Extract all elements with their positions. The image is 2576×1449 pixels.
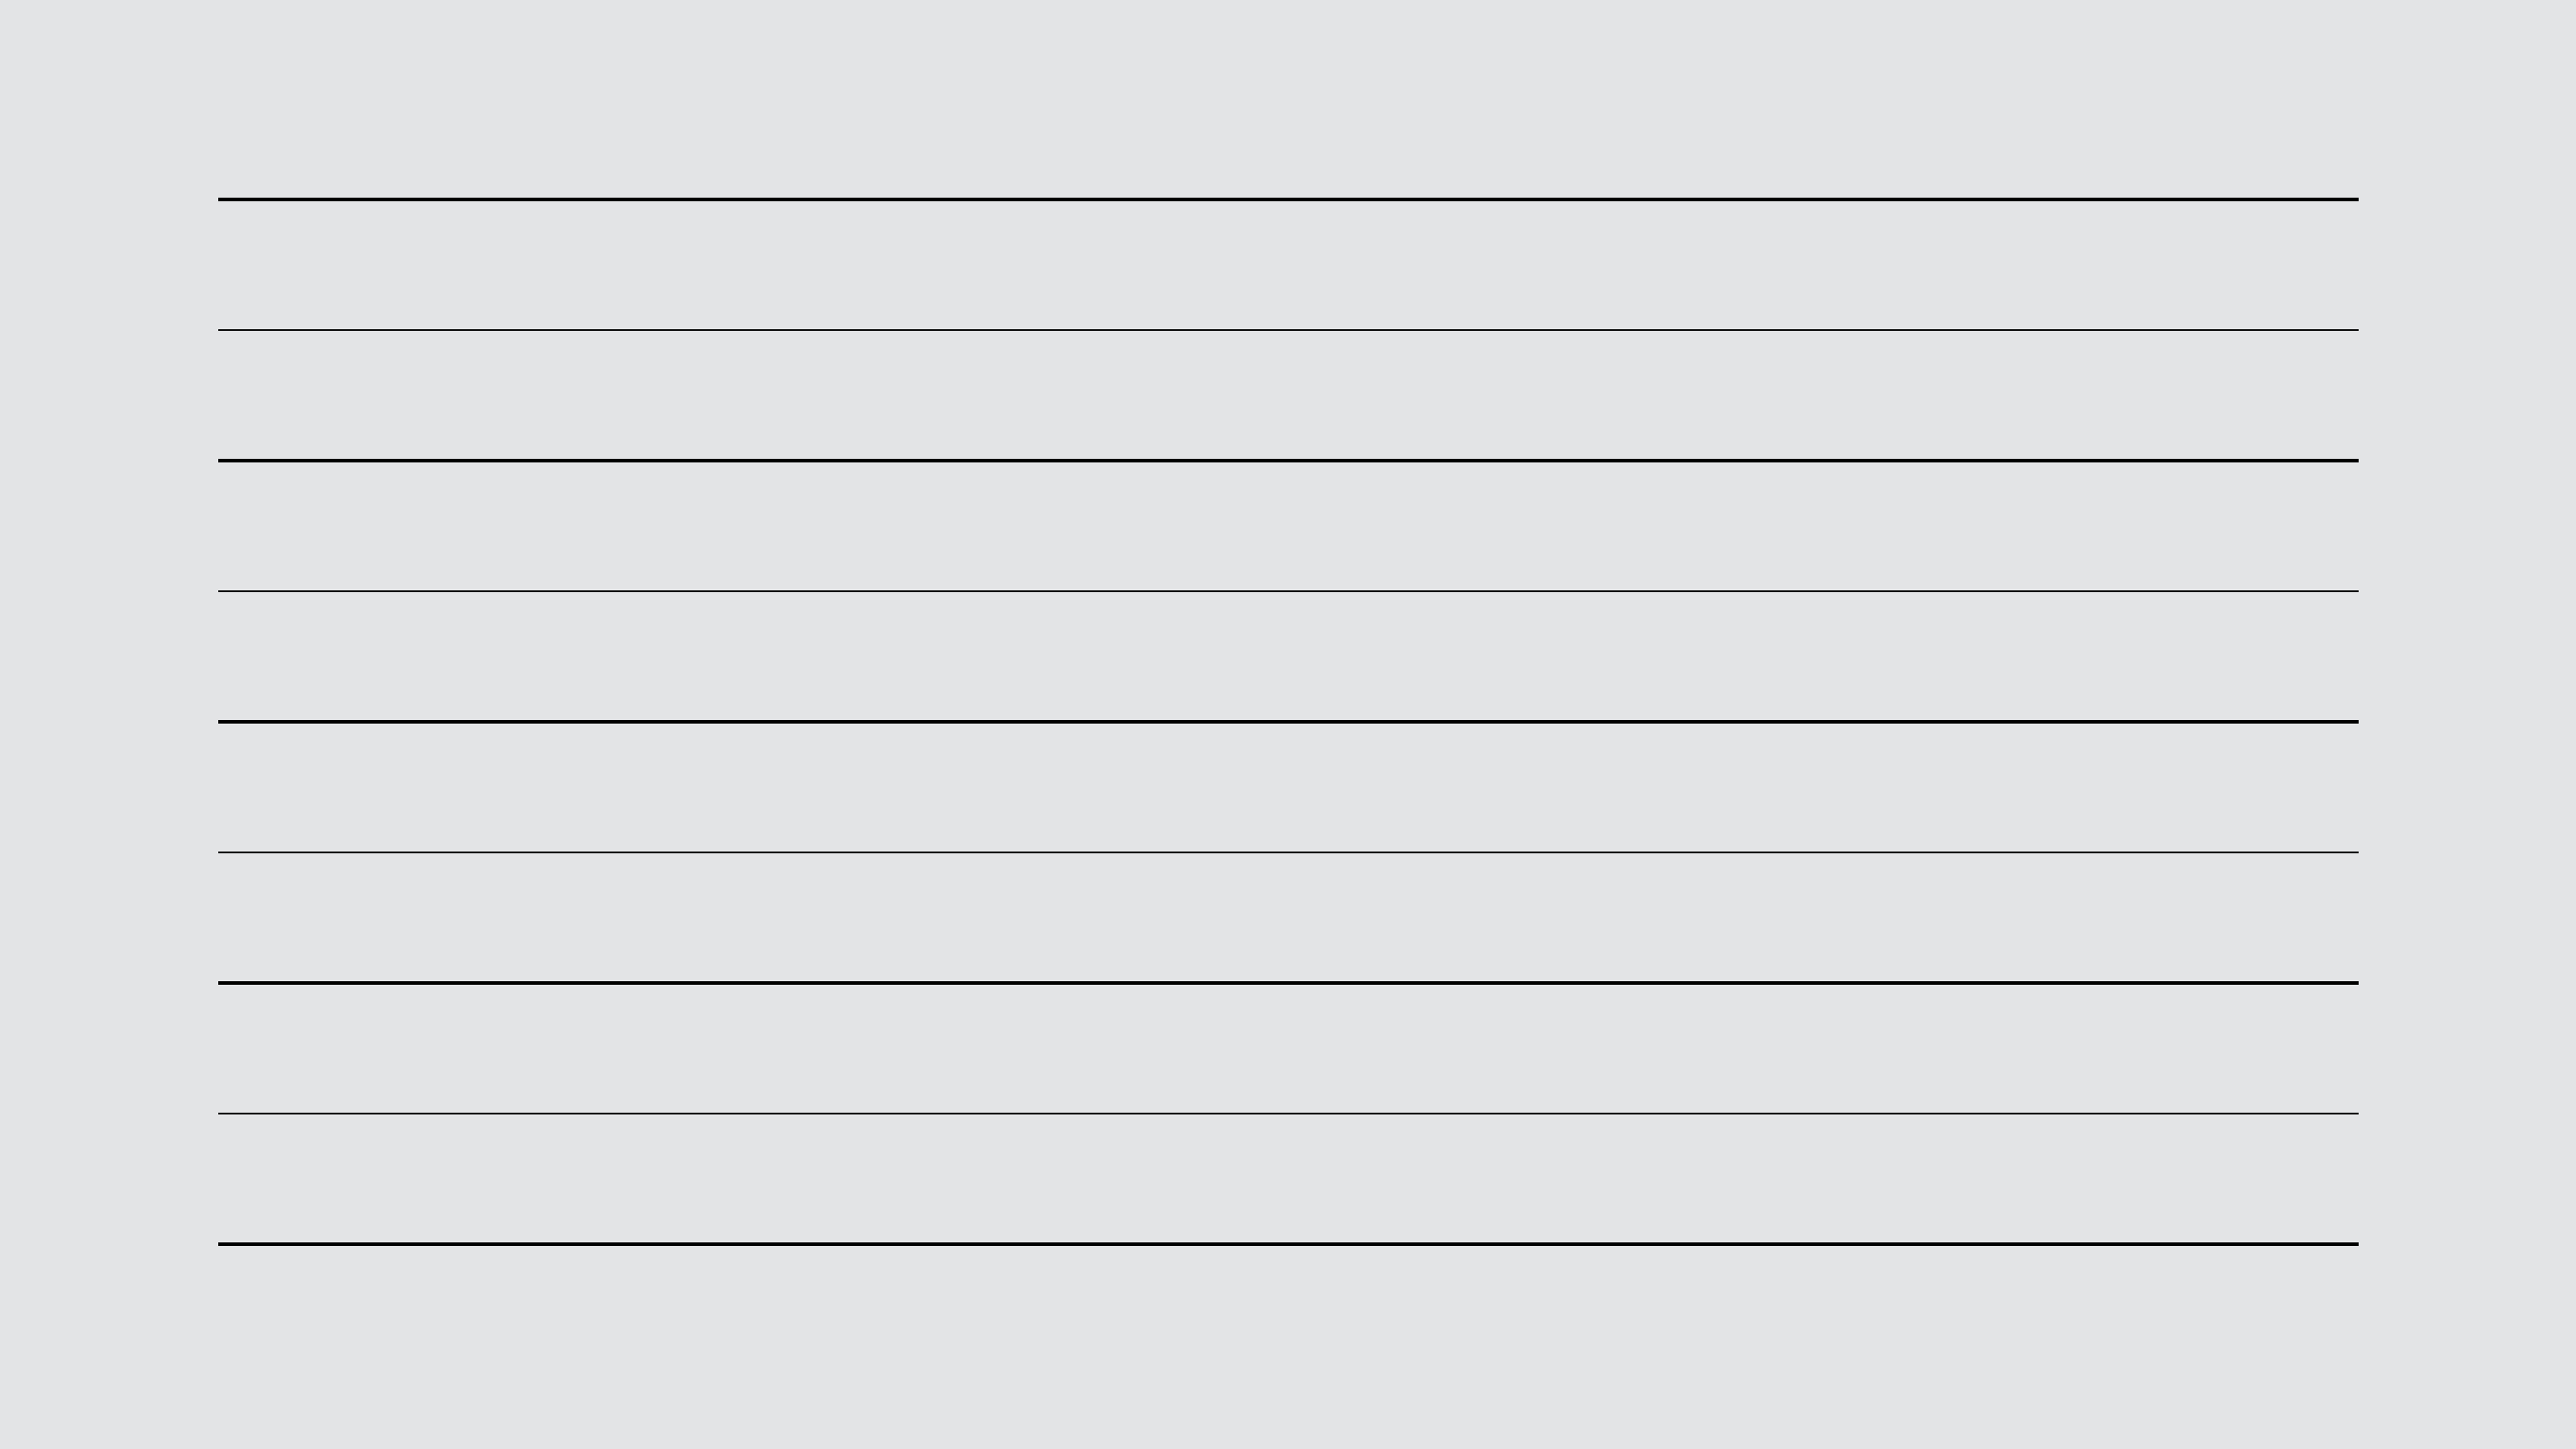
ruled-line-thick bbox=[218, 459, 2359, 462]
ruled-line-thick bbox=[218, 981, 2359, 985]
ruled-line-thin bbox=[218, 590, 2359, 592]
ruled-line-thick bbox=[218, 1242, 2359, 1246]
ruled-line-thin bbox=[218, 1113, 2359, 1114]
ruled-line-thin bbox=[218, 329, 2359, 331]
ruled-line-thick bbox=[218, 720, 2359, 724]
ruled-line-thin bbox=[218, 852, 2359, 853]
ruled-line-thick bbox=[218, 198, 2359, 201]
